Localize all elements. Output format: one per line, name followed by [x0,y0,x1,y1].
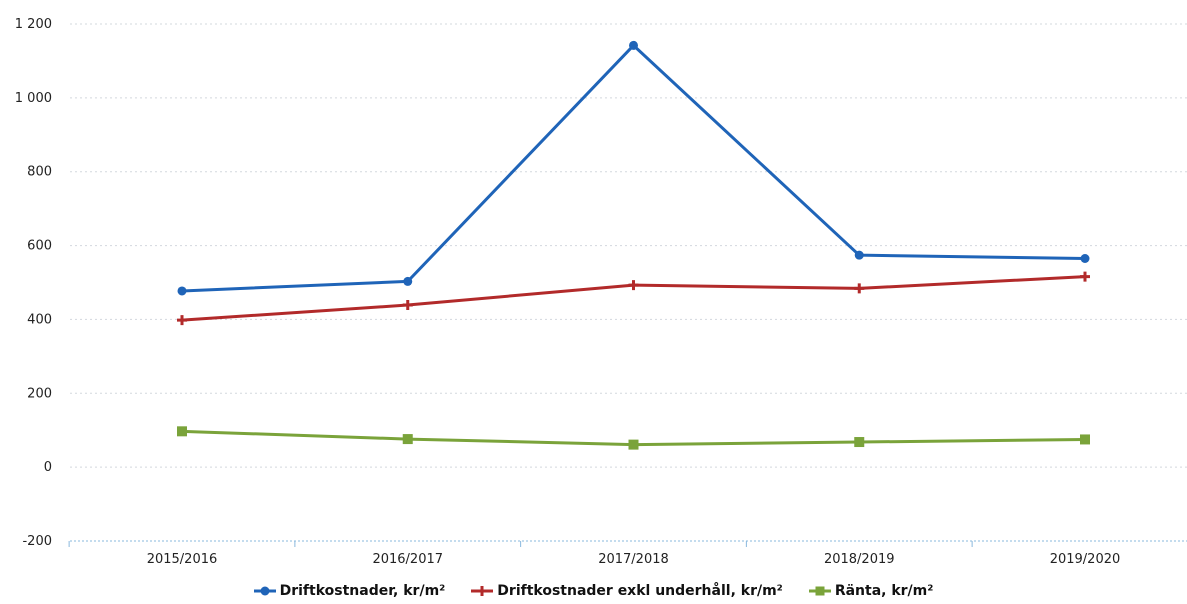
x-tick-label: 2017/2018 [598,552,669,567]
data-point [177,426,187,437]
square-marker-icon [808,586,831,596]
data-point [177,286,187,296]
y-tick-label: 400 [27,312,52,327]
data-point [629,40,638,50]
data-point [402,434,413,445]
data-point [628,280,639,291]
data-point [1080,434,1090,445]
data-point [854,283,865,294]
legend-item-driftkostnader: Driftkostnader, kr/m² [253,583,446,599]
legend-item-ranta: Ränta, kr/m² [808,583,934,599]
data-point [177,315,187,326]
y-tick-label: 0 [44,460,52,475]
legend-label: Ränta, kr/m² [834,583,934,599]
series-line-0 [181,43,1086,293]
y-tick-label: 200 [27,386,52,401]
x-tick-label: 2015/2016 [147,552,218,567]
y-tick-label: 1 000 [15,91,52,106]
y-tick-label: 1 200 [15,17,52,32]
y-tick-label: -200 [22,534,52,549]
plus-marker-icon [471,586,494,596]
data-point [1080,253,1090,263]
data-point [854,437,865,448]
y-tick-label: 800 [27,165,52,180]
line-chart: -200 0 200 400 600 800 1 000 1 200 2015/2016 2016… [15,17,1187,567]
legend: Driftkostnader, kr/m² Driftkostnader exk… [0,580,1187,602]
x-tick-label: 2019/2020 [1050,552,1121,567]
data-point [854,250,864,260]
x-tick-label: 2016/2017 [372,552,443,567]
legend-item-driftkostnader-exkl: Driftkostnader exkl underhåll, kr/m² [471,583,783,599]
legend-label: Driftkostnader exkl underhåll, kr/m² [497,583,783,599]
x-tick-label: 2018/2019 [824,552,895,567]
circle-marker-icon [253,586,276,596]
data-point [403,276,413,286]
y-tick-label: 600 [27,239,52,254]
legend-label: Driftkostnader, kr/m² [279,583,446,599]
data-point [1080,271,1090,282]
data-point [402,300,413,311]
data-point [628,439,639,450]
